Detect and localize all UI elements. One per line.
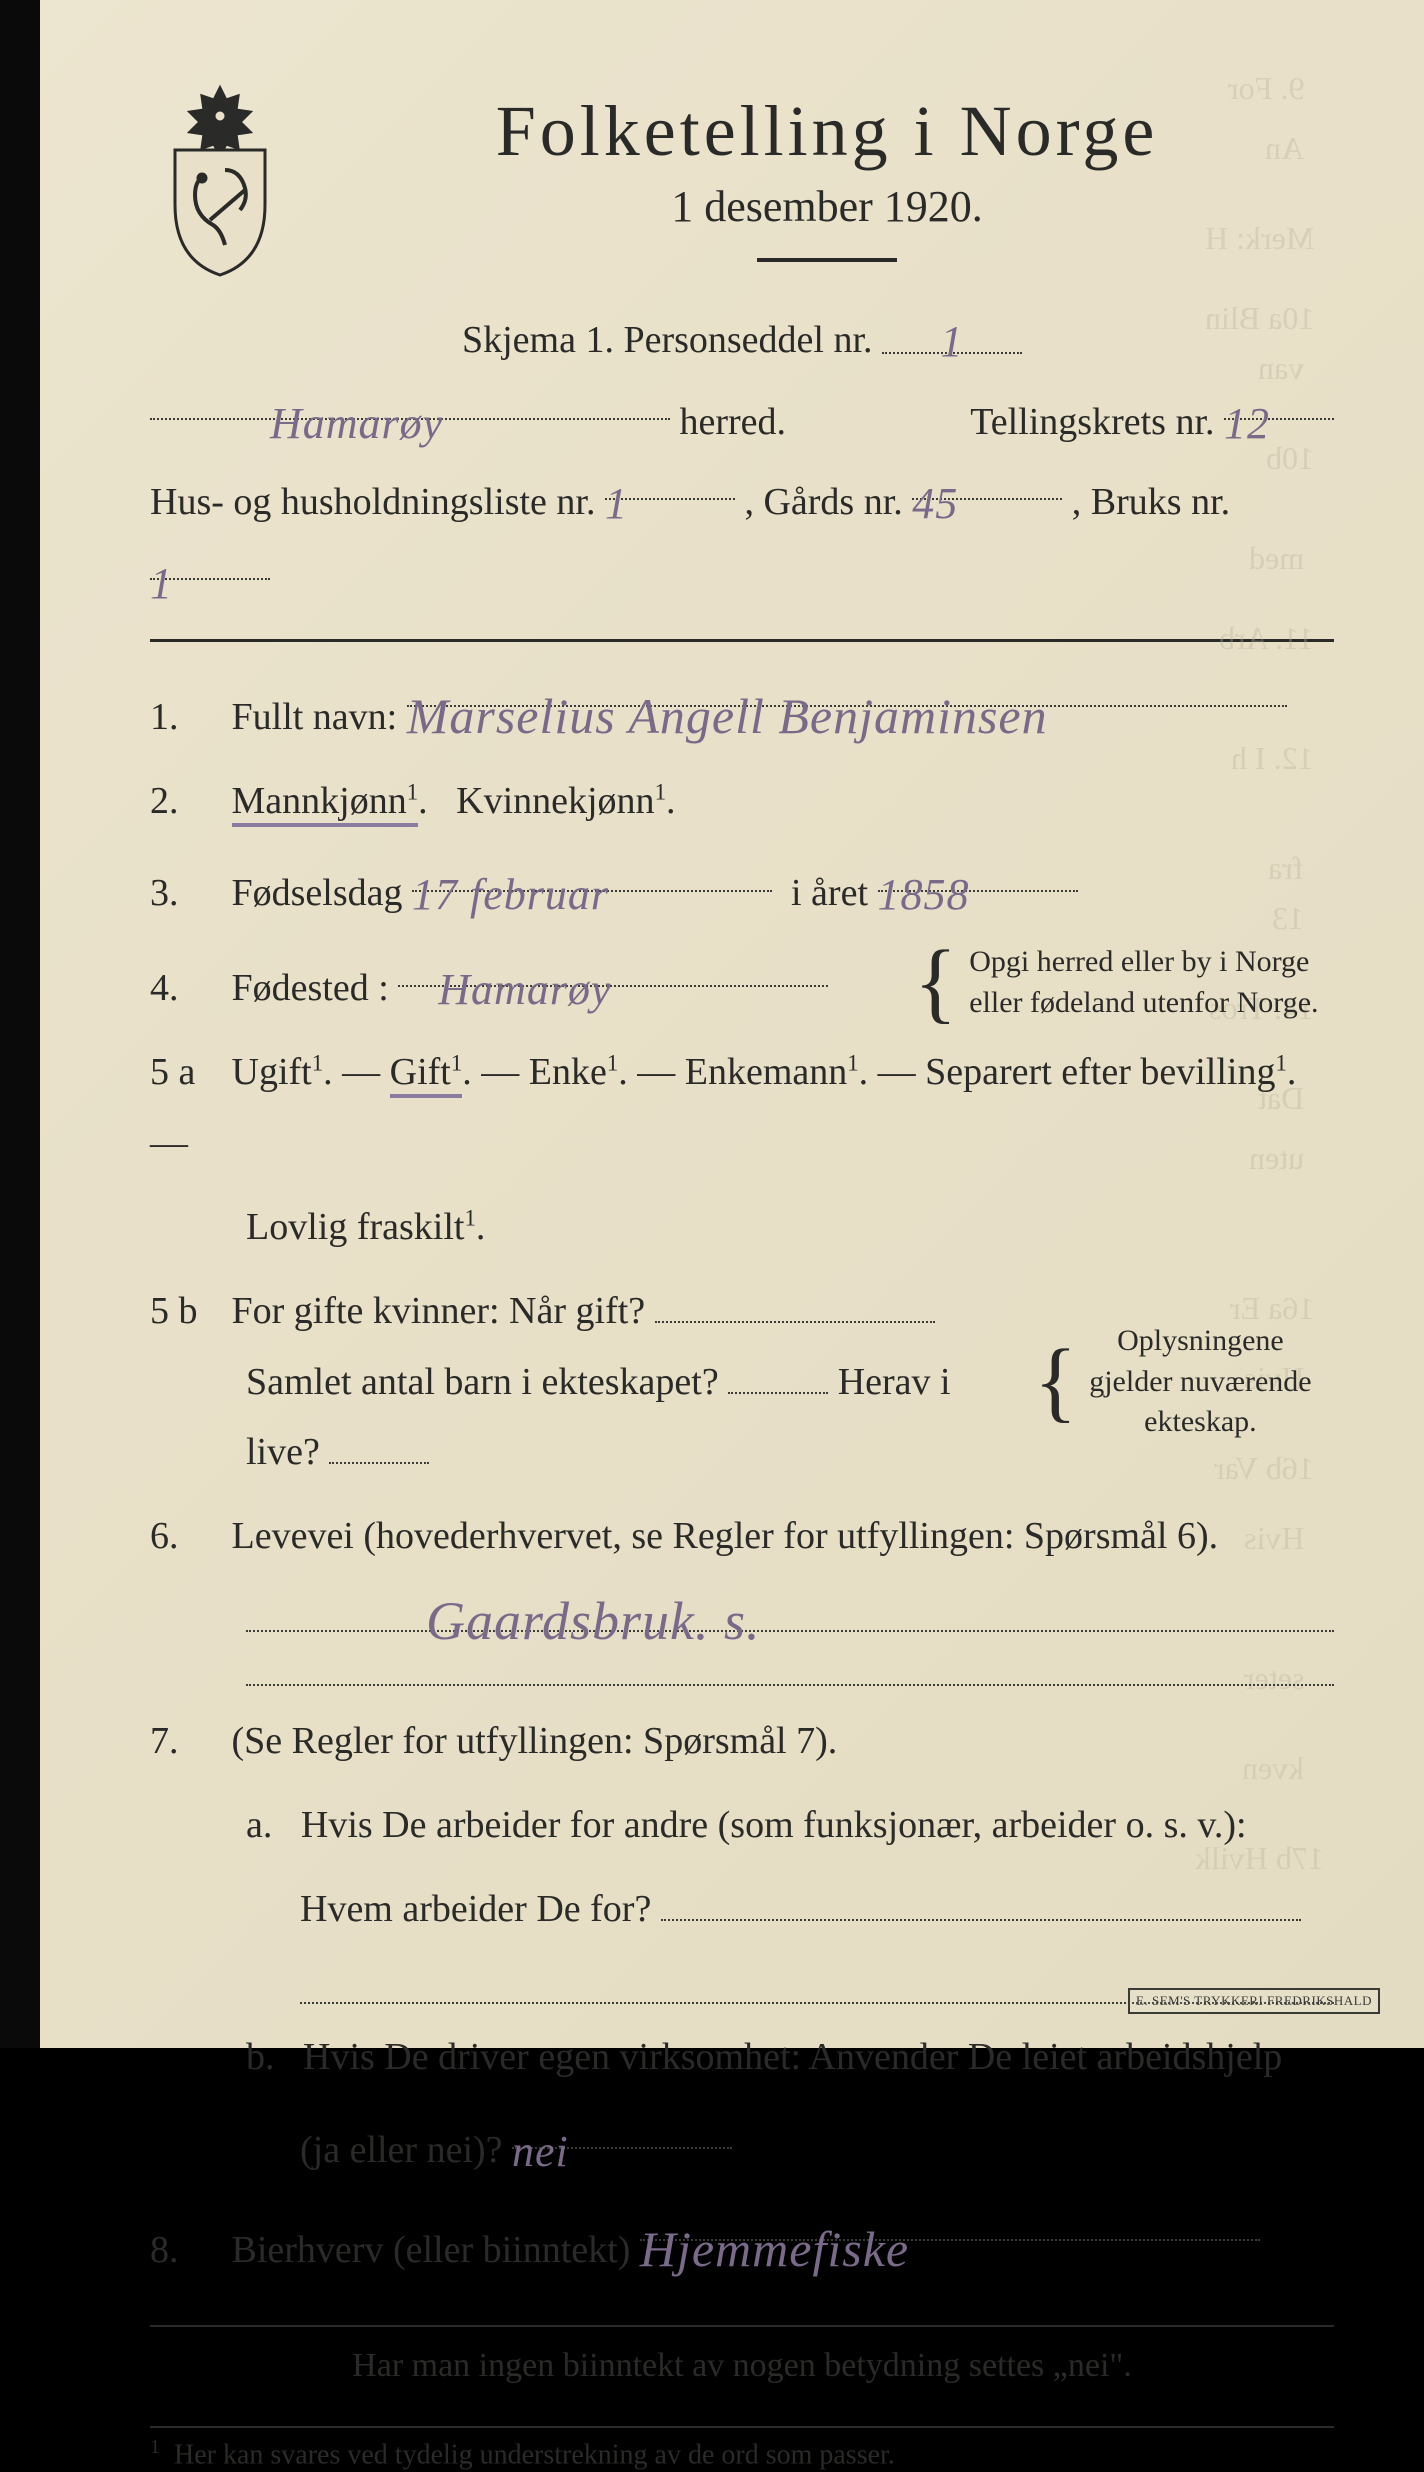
q5a-opt-3: Enkemann1 — [685, 1051, 859, 1093]
q2-num: 2. — [150, 766, 222, 836]
q6-blank-line — [246, 1640, 1334, 1686]
tellingskrets-label: Tellingskrets nr. — [970, 401, 1214, 443]
q5b-label: For gifte kvinner: Når gift? — [232, 1290, 646, 1332]
q4-label: Fødested : — [232, 967, 389, 1009]
footnote-rule — [150, 2426, 1334, 2428]
scan-black-edge — [0, 0, 40, 2048]
title-rule — [757, 258, 897, 262]
q3-value-a: 17 februar — [412, 870, 609, 919]
q1: 1. Fullt navn: Marselius Angell Benjamin… — [150, 666, 1334, 752]
q7b-line2: (ja eller nei)? nei — [150, 2107, 1334, 2185]
q7b-label2: (ja eller nei)? — [300, 2129, 503, 2171]
q8-label: Bierhverv (eller biinntekt) — [232, 2229, 631, 2271]
q7a-label2: Hvem arbeider De for? — [300, 1888, 651, 1930]
brace-icon: { — [1034, 1346, 1077, 1418]
coat-of-arms-icon — [150, 80, 290, 280]
q5b-note: Oplysningene gjelder nuværende ekteskap. — [1089, 1321, 1311, 1443]
herred-value: Hamarøy — [270, 399, 443, 448]
q7-label: (Se Regler for utfyllingen: Spørsmål 7). — [232, 1720, 838, 1762]
skjema-label: Skjema 1. Personseddel nr. — [462, 319, 873, 361]
q5a: 5 a Ugift1. — Gift1. — Enke1. — Enkemann… — [150, 1037, 1334, 1178]
footnote: 1 Her kan svares ved tydelig understrekn… — [150, 2436, 1334, 2471]
q5b: 5 b For gifte kvinner: Når gift? Samlet … — [150, 1276, 1334, 1487]
q7: 7. (Se Regler for utfyllingen: Spørsmål … — [150, 1706, 1334, 1776]
husliste-label-b: , Gårds nr. — [744, 481, 902, 523]
section-rule — [150, 639, 1334, 642]
q3-label-a: Fødselsdag — [232, 872, 403, 914]
q5a-opt-1: Gift1 — [390, 1051, 463, 1098]
husliste-label-a: Hus- og husholdningsliste nr. — [150, 481, 595, 523]
q2-opt-kvinnekjonn: Kvinnekjønn1 — [456, 780, 666, 822]
q5a-opt-0: Ugift1 — [232, 1051, 324, 1093]
q5a-opt-last: Lovlig fraskilt1 — [246, 1206, 476, 1248]
q5b-blank3 — [329, 1462, 429, 1464]
q7b: b. Hvis De driver egen virksomhet: Anven… — [150, 2022, 1334, 2092]
tail-note: Har man ingen biinntekt av nogen betydni… — [150, 2335, 1334, 2398]
q8-num: 8. — [150, 2215, 222, 2285]
q3-num: 3. — [150, 858, 222, 928]
q6: 6. Levevei (hovederhvervet, se Regler fo… — [150, 1501, 1334, 1571]
q4-value: Hamarøy — [438, 965, 611, 1014]
q7b-value: nei — [512, 2127, 569, 2176]
document-subtitle: 1 desember 1920. — [320, 181, 1334, 232]
q5a-opt-2: Enke1 — [529, 1051, 618, 1093]
q6-value-line: Gaardsbruk. s. — [246, 1586, 1334, 1632]
husliste-row: Hus- og husholdningsliste nr. 1 , Gårds … — [150, 458, 1334, 618]
document-paper: 9. For An Merk: H 10a Blin van 10b med 1… — [40, 0, 1424, 2048]
q5b-blank1 — [655, 1321, 935, 1323]
tellingskrets-value: 12 — [1224, 399, 1270, 448]
q7-num: 7. — [150, 1706, 222, 1776]
brace-icon: { — [914, 947, 957, 1019]
herred-row: Hamarøy herred. Tellingskrets nr. 12 — [150, 378, 1334, 458]
q3-label-b: i året — [791, 872, 868, 914]
q8: 8. Bierhverv (eller biinntekt) Hjemmefis… — [150, 2199, 1334, 2285]
q5a-line2: Lovlig fraskilt1. — [150, 1192, 1334, 1262]
skjema-line: Skjema 1. Personseddel nr. 1 — [150, 312, 1334, 362]
q4: 4. Fødested : Hamarøy { Opgi herred elle… — [150, 942, 1334, 1023]
q6-num: 6. — [150, 1501, 222, 1571]
q5b-blank2 — [728, 1392, 828, 1394]
herred-label: herred. — [680, 401, 787, 443]
husliste-value-b: 45 — [912, 479, 958, 528]
q6-value: Gaardsbruk. s. — [426, 1590, 761, 1632]
q7a-line2: Hvem arbeider De for? — [150, 1874, 1334, 1944]
q2: 2. Mannkjønn1. Kvinnekjønn1. — [150, 766, 1334, 836]
header: Folketelling i Norge 1 desember 1920. — [150, 80, 1334, 280]
q7a: a. Hvis De arbeider for andre (som funks… — [150, 1790, 1334, 1860]
title-block: Folketelling i Norge 1 desember 1920. — [320, 80, 1334, 262]
q8-value: Hjemmefiske — [640, 2221, 909, 2277]
q1-value: Marselius Angell Benjaminsen — [407, 688, 1048, 744]
document-title: Folketelling i Norge — [320, 90, 1334, 173]
q7b-label1: Hvis De driver egen virksomhet: Anvender… — [303, 2036, 1282, 2078]
q5b-num: 5 b — [150, 1276, 222, 1346]
tail-rule — [150, 2325, 1334, 2327]
q1-label: Fullt navn: — [232, 696, 398, 738]
q5a-num: 5 a — [150, 1037, 222, 1107]
husliste-value-c: 1 — [150, 559, 173, 608]
q6-label: Levevei (hovederhvervet, se Regler for u… — [232, 1515, 1219, 1557]
husliste-value-a: 1 — [605, 479, 628, 528]
q3-value-b: 1858 — [878, 870, 970, 919]
q5a-opt-4: Separert efter bevilling1 — [925, 1051, 1287, 1093]
q5b-label2: Samlet antal barn i ekteskapet? — [246, 1361, 719, 1403]
q4-num: 4. — [150, 953, 222, 1023]
q7a-label1: Hvis De arbeider for andre (som funksjon… — [301, 1804, 1247, 1846]
q3: 3. Fødselsdag 17 februar i året 1858 — [150, 850, 1334, 928]
q1-num: 1. — [150, 682, 222, 752]
q7a-blank — [661, 1919, 1301, 1921]
q4-note: Opgi herred eller by i Norgeeller fødela… — [969, 942, 1318, 1023]
husliste-label-c: , Bruks nr. — [1072, 481, 1230, 523]
printer-mark: E. SEM'S TRYKKERI FREDRIKSHALD — [1128, 1988, 1380, 2014]
q2-opt-mannkjonn: Mannkjønn1 — [232, 780, 419, 827]
personseddel-nr-value: 1 — [941, 317, 964, 366]
